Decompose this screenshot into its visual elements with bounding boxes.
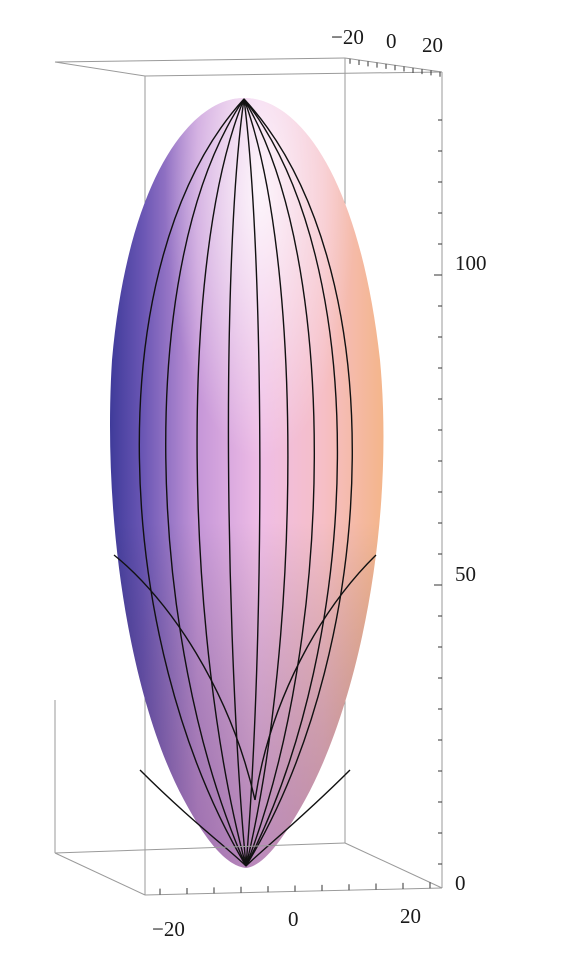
cusp-line: [254, 554, 377, 801]
meridian-line: [196, 98, 247, 867]
bounding-box-front: [54, 842, 443, 896]
meridian-line: [243, 98, 353, 867]
axis-ticks: [159, 58, 442, 895]
bottom-x-tick-label: 0: [288, 907, 299, 931]
cusp-line: [113, 554, 256, 801]
meridian-line: [138, 98, 247, 867]
bottom-x-tick-label: −20: [152, 917, 185, 941]
cusp-line: [245, 769, 351, 867]
top-x-tick-label: 20: [422, 33, 443, 57]
meridian-line: [227, 98, 247, 867]
meridian-line: [243, 98, 315, 867]
ellipsoid-surface: [109, 98, 384, 868]
meridian-line: [243, 98, 339, 867]
z-tick-label: 50: [455, 562, 476, 586]
meridian-line: [243, 98, 289, 867]
mesh-lines: [113, 98, 377, 867]
top-x-tick-label: −20: [331, 25, 364, 49]
z-tick-label: 0: [455, 871, 466, 895]
cusp-line: [139, 769, 247, 867]
meridian-line: [165, 98, 247, 867]
meridian-line: [243, 98, 261, 867]
z-tick-label: 100: [455, 251, 487, 275]
bottom-x-tick-label: 20: [400, 904, 421, 928]
top-x-tick-label: 0: [386, 29, 397, 53]
